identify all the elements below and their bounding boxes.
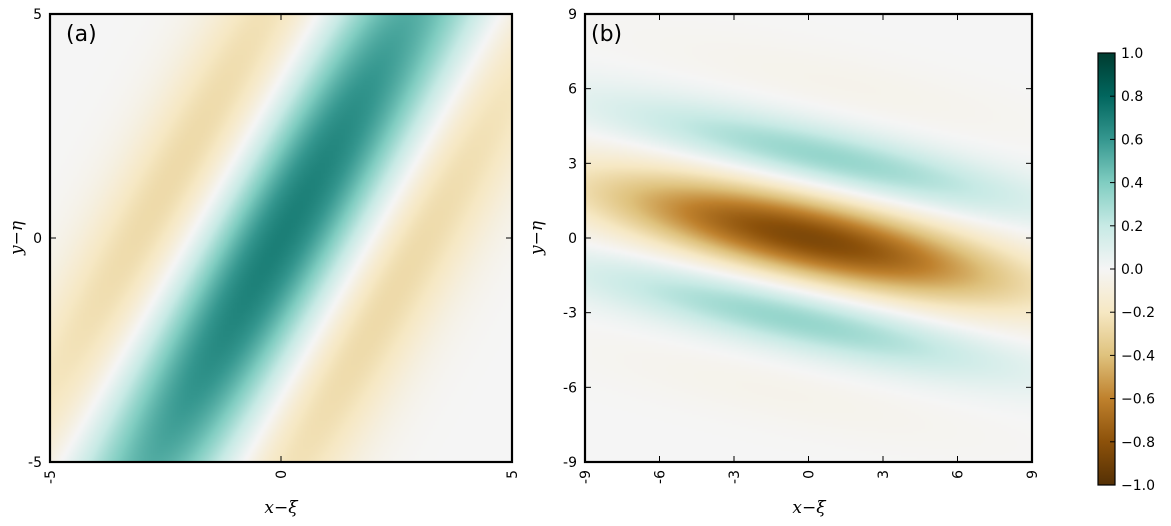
panel-b-ylabel: y−η bbox=[527, 220, 547, 256]
panel-b-y-tick-label: 6 bbox=[568, 82, 577, 98]
colorbar-tick-label: 0.6 bbox=[1121, 132, 1143, 148]
panel-a-ylabel: y−η bbox=[7, 220, 27, 256]
colorbar-tick-label: 0.8 bbox=[1121, 89, 1143, 105]
colorbar-tick-label: −0.6 bbox=[1121, 392, 1155, 408]
panel-b-y-tick-label: 9 bbox=[568, 7, 577, 23]
panel-a-x-tick-label: 0 bbox=[274, 470, 290, 479]
panel-b-x-tick-label: 9 bbox=[1025, 470, 1041, 479]
panel-a-y-tick-label: 5 bbox=[33, 7, 42, 23]
colorbar-tick-label: −0.2 bbox=[1121, 305, 1155, 321]
colorbar-tick-label: −0.8 bbox=[1121, 435, 1155, 451]
panel-b-x-tick-label: -9 bbox=[578, 470, 594, 484]
colorbar-tick-label: 0.0 bbox=[1121, 262, 1143, 278]
panel-b-x-tick-label: -6 bbox=[653, 470, 669, 484]
panel-a-ticks: -5 0 5 -5 0 5 bbox=[28, 7, 521, 484]
panel-a-y-tick-label: 0 bbox=[33, 231, 42, 247]
panel-b-y-tick-label: -6 bbox=[563, 380, 577, 396]
colorbar: 1.0 0.8 0.6 0.4 0.2 0.0 −0.2 −0.4 −0.6 −0.8 −1.0 bbox=[1097, 46, 1155, 494]
panel-b-label: (b) bbox=[591, 22, 622, 47]
panel-b-y-tick-label: -3 bbox=[563, 306, 577, 322]
colorbar-tick-label: 0.4 bbox=[1121, 176, 1143, 192]
panel-a-label: (a) bbox=[66, 22, 97, 47]
panel-b-y-tick-label: 0 bbox=[568, 231, 577, 247]
panel-b-y-tick-label: -9 bbox=[563, 455, 577, 471]
panel-b-x-tick-label: -3 bbox=[727, 470, 743, 484]
heatmap-a-image bbox=[50, 14, 512, 462]
panel-b-y-tick-label: 3 bbox=[568, 156, 577, 172]
panel-a-xlabel: x−ξ bbox=[264, 498, 299, 518]
panel-a-y-tick-label: -5 bbox=[28, 455, 42, 471]
heatmap-b-image bbox=[585, 14, 1032, 462]
colorbar-tick-label: 1.0 bbox=[1121, 46, 1143, 62]
colorbar-ticks: 1.0 0.8 0.6 0.4 0.2 0.0 −0.2 −0.4 −0.6 −0.8 −1.0 bbox=[1110, 46, 1155, 494]
panel-b-xlabel: x−ξ bbox=[792, 498, 827, 518]
panel-a: (a) -5 0 5 -5 0 5 x−ξ y−η bbox=[7, 7, 521, 518]
panel-b-x-tick-label: 0 bbox=[802, 470, 818, 479]
colorbar-tick-label: −1.0 bbox=[1121, 478, 1155, 494]
panel-b: (b) -9 -6 -3 0 3 6 9 -9 -6 -3 0 3 6 9 x−ξ y−η bbox=[527, 7, 1041, 518]
panel-a-x-tick-label: -5 bbox=[43, 470, 59, 484]
panel-a-x-tick-label: 5 bbox=[505, 470, 521, 479]
colorbar-tick-label: 0.2 bbox=[1121, 219, 1143, 235]
panel-b-x-tick-label: 6 bbox=[951, 470, 967, 479]
panel-b-ticks: -9 -6 -3 0 3 6 9 -9 -6 -3 0 3 6 9 bbox=[563, 7, 1041, 484]
colorbar-tick-label: −0.4 bbox=[1121, 348, 1155, 364]
panel-b-x-tick-label: 3 bbox=[876, 470, 892, 479]
